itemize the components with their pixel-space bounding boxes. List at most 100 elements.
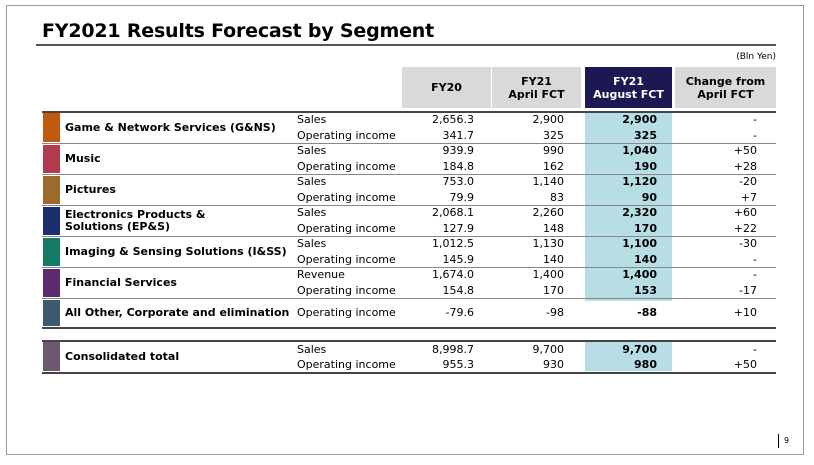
- header-fy21-april-fct: FY21 April FCT: [492, 67, 581, 108]
- table-top-rule: [42, 111, 776, 113]
- value-change: +50: [733, 358, 757, 371]
- metric-label: Operating income: [297, 222, 396, 235]
- value-august-fct: 1,040: [622, 144, 657, 157]
- value-april-fct: 990: [543, 144, 564, 157]
- value-august-fct: 190: [634, 160, 657, 173]
- value-august-fct: -88: [637, 306, 657, 319]
- value-april-fct: 83: [550, 191, 564, 204]
- page-title: FY2021 Results Forecast by Segment: [42, 20, 434, 42]
- row-divider: [42, 174, 776, 175]
- segment-name: Game & Network Services (G&NS): [65, 120, 276, 134]
- value-april-fct: 2,900: [532, 113, 565, 126]
- value-fy20: 79.9: [449, 191, 475, 204]
- value-april-fct: -98: [546, 306, 564, 319]
- value-change: +22: [733, 222, 757, 235]
- value-change: -: [753, 268, 757, 281]
- segment-name: Consolidated total: [65, 349, 180, 363]
- value-change: -17: [739, 284, 757, 297]
- metric-label: Sales: [297, 206, 327, 219]
- metric-label: Operating income: [297, 306, 396, 319]
- row-divider: [42, 205, 776, 206]
- segment-name: Music: [65, 152, 101, 165]
- value-fy20: 939.9: [442, 144, 475, 157]
- header-fy21-august-fct: FY21 August FCT: [585, 67, 672, 108]
- row-divider: [42, 236, 776, 237]
- value-fy20: 2,068.1: [432, 206, 474, 219]
- segment-color-swatch: [43, 176, 60, 204]
- value-fy20: 184.8: [442, 160, 475, 173]
- row-divider: [42, 267, 776, 268]
- value-change: +50: [733, 144, 757, 157]
- value-august-fct: 9,700: [622, 343, 657, 356]
- value-august-fct: 170: [634, 222, 657, 235]
- value-fy20: 341.7: [442, 129, 475, 142]
- segment-name: All Other, Corporate and elimination: [65, 306, 290, 319]
- value-april-fct: 1,140: [532, 175, 565, 188]
- table-bottom-rule: [42, 327, 776, 329]
- metric-label: Operating income: [297, 129, 396, 142]
- total-top-rule: [42, 340, 776, 342]
- value-fy20: 753.0: [442, 175, 475, 188]
- value-change: +7: [740, 191, 757, 204]
- unit-label: (Bln Yen): [736, 52, 776, 62]
- header-change-from-april: Change from April FCT: [675, 67, 776, 108]
- value-april-fct: 140: [543, 253, 564, 266]
- value-august-fct: 1,400: [622, 268, 657, 281]
- metric-label: Revenue: [297, 268, 345, 281]
- metric-label: Operating income: [297, 284, 396, 297]
- value-fy20: 2,656.3: [432, 113, 474, 126]
- segment-name: Financial Services: [65, 276, 177, 289]
- metric-label: Sales: [297, 343, 327, 356]
- value-fy20: 154.8: [442, 284, 475, 297]
- value-change: -: [753, 129, 757, 142]
- slide-frame: [6, 5, 804, 455]
- segment-color-swatch: [43, 207, 60, 235]
- value-april-fct: 1,400: [532, 268, 565, 281]
- metric-label: Operating income: [297, 191, 396, 204]
- segment-color-swatch: [43, 269, 60, 297]
- segment-name: Imaging & Sensing Solutions (I&SS): [65, 245, 287, 258]
- value-august-fct: 2,900: [622, 113, 657, 126]
- segment-name: Electronics Products & Solutions (EP&S): [65, 208, 206, 233]
- segment-color-swatch: [43, 300, 60, 326]
- metric-label: Operating income: [297, 358, 396, 371]
- value-change: -: [753, 253, 757, 266]
- page-number: 9: [784, 436, 790, 445]
- value-change: -: [753, 113, 757, 126]
- value-change: +28: [733, 160, 757, 173]
- value-april-fct: 325: [543, 129, 564, 142]
- value-august-fct: 2,320: [622, 206, 657, 219]
- value-april-fct: 930: [543, 358, 564, 371]
- value-april-fct: 2,260: [532, 206, 565, 219]
- metric-label: Operating income: [297, 160, 396, 173]
- value-change: -30: [739, 237, 757, 250]
- value-august-fct: 90: [641, 191, 657, 204]
- value-august-fct: 1,100: [622, 237, 657, 250]
- segment-color-swatch: [43, 238, 60, 266]
- value-fy20: 1,674.0: [432, 268, 474, 281]
- total-bottom-rule: [42, 372, 776, 374]
- value-april-fct: 170: [543, 284, 564, 297]
- value-fy20: -79.6: [445, 306, 474, 319]
- metric-label: Operating income: [297, 253, 396, 266]
- value-august-fct: 325: [634, 129, 657, 142]
- header-fy20: FY20: [402, 67, 491, 108]
- title-underline: [36, 44, 776, 46]
- value-april-fct: 162: [543, 160, 564, 173]
- metric-label: Sales: [297, 144, 327, 157]
- metric-label: Sales: [297, 175, 327, 188]
- value-change: -: [753, 343, 757, 356]
- row-divider: [42, 143, 776, 144]
- value-august-fct: 153: [634, 284, 657, 297]
- segment-color-swatch: [43, 342, 60, 371]
- value-fy20: 8,998.7: [432, 343, 474, 356]
- value-april-fct: 9,700: [532, 343, 565, 356]
- value-august-fct: 1,120: [622, 175, 657, 188]
- value-fy20: 145.9: [442, 253, 475, 266]
- value-change: +60: [733, 206, 757, 219]
- row-divider: [42, 298, 776, 299]
- value-fy20: 955.3: [442, 358, 475, 371]
- segment-name: Pictures: [65, 183, 116, 196]
- value-change: -20: [739, 175, 757, 188]
- value-change: +10: [733, 306, 757, 319]
